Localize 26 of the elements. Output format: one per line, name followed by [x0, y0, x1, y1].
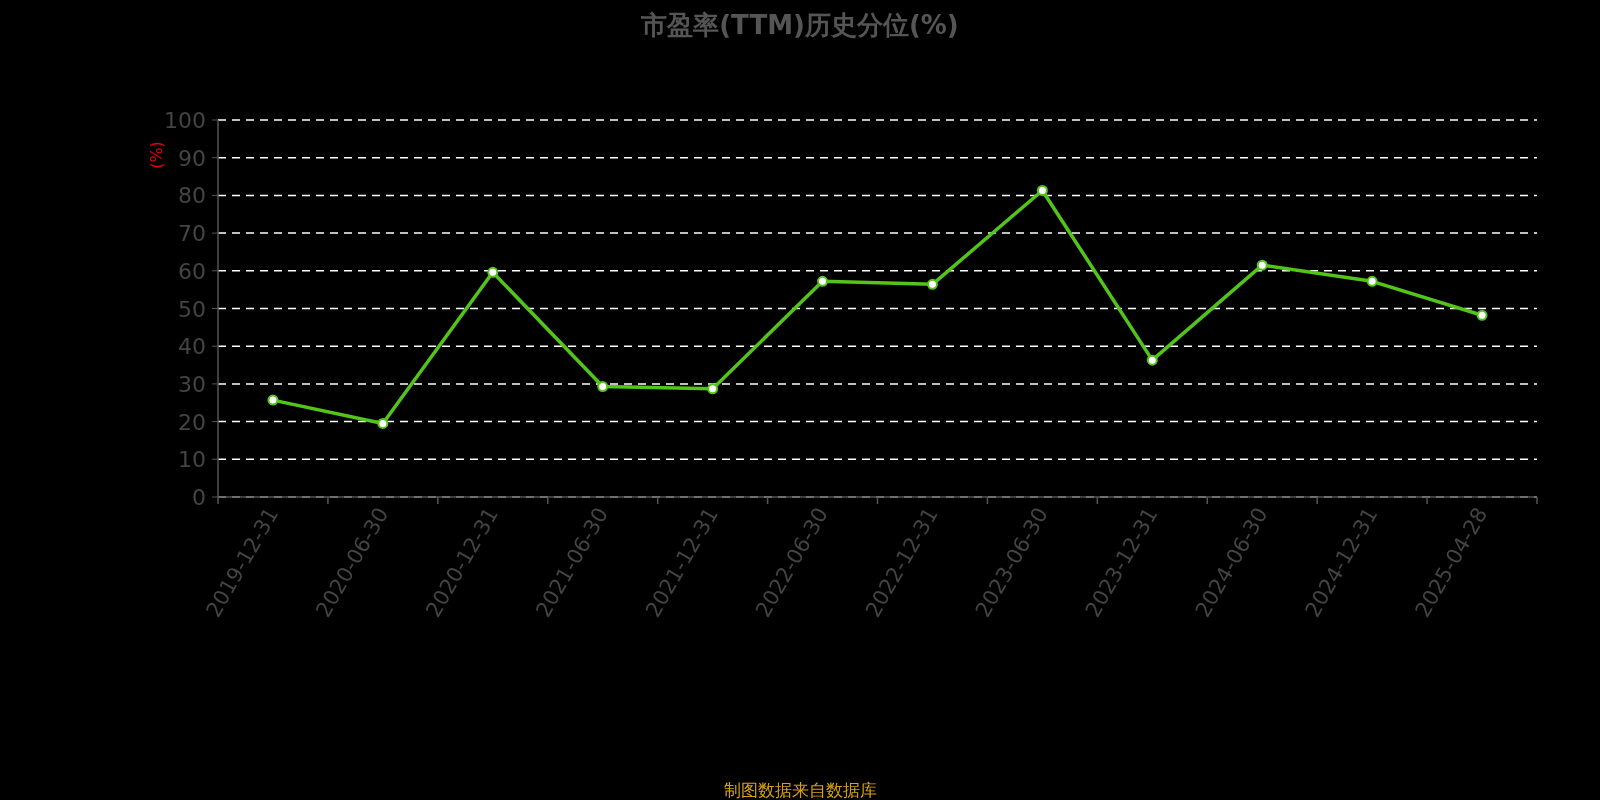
point — [1146, 354, 1158, 366]
point — [1476, 309, 1488, 321]
point — [1256, 259, 1268, 271]
point — [377, 417, 389, 429]
y-axis-title: (%) — [147, 141, 166, 169]
y-tick-label: 80 — [178, 183, 206, 209]
y-tick-label: 40 — [178, 334, 206, 360]
point — [267, 394, 279, 406]
chart-title: 市盈率(TTM)历史分位(%) — [640, 10, 959, 40]
y-tick-label: 90 — [178, 145, 206, 171]
point — [487, 266, 499, 278]
point — [597, 381, 609, 393]
point — [926, 278, 938, 290]
y-tick-label: 20 — [178, 409, 206, 435]
y-tick-label: 30 — [178, 371, 206, 397]
point — [1366, 275, 1378, 287]
point — [1036, 185, 1048, 196]
text: 制图数据来自数据库 — [723, 780, 877, 800]
y-tick-label: 100 — [164, 108, 206, 133]
y-tick-label: 10 — [178, 447, 206, 473]
point — [707, 383, 719, 395]
y-tick-label: 70 — [178, 221, 206, 247]
y-tick-label: 0 — [192, 485, 206, 510]
point — [817, 275, 829, 287]
y-tick-label: 50 — [178, 296, 206, 322]
y-tick-label: 60 — [178, 258, 206, 284]
